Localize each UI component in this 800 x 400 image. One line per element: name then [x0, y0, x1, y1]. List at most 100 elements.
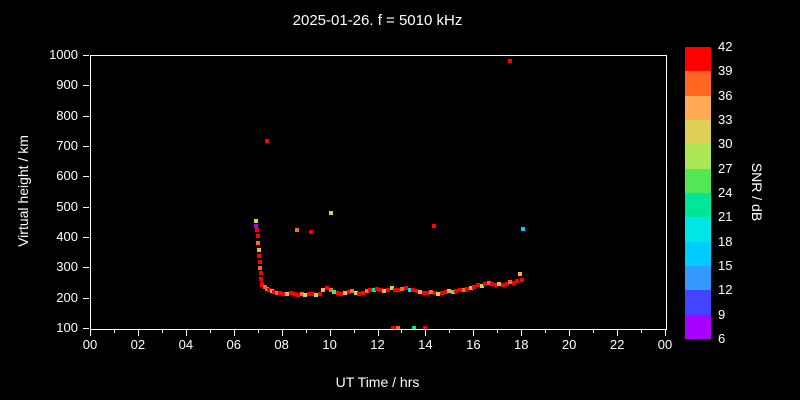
data-point [404, 286, 409, 291]
x-tick-label: 02 [130, 337, 146, 352]
x-minor-tick-mark [353, 330, 355, 333]
x-tick-mark [665, 330, 666, 336]
colorbar-tick-label: 36 [718, 87, 733, 103]
y-tick-mark [83, 206, 89, 208]
y-tick-mark [83, 85, 89, 87]
data-point [303, 292, 308, 297]
data-point [486, 280, 491, 285]
x-tick-label: 00 [82, 337, 98, 352]
data-point [461, 288, 466, 293]
data-point [253, 219, 258, 224]
x-tick-mark [425, 330, 427, 336]
data-point [375, 286, 380, 291]
data-point [407, 287, 412, 292]
data-point [508, 279, 513, 284]
data-point [457, 287, 462, 292]
x-tick-mark [473, 330, 475, 336]
x-tick-mark [90, 330, 91, 336]
data-point [357, 291, 362, 296]
y-tick-label: 900 [56, 77, 78, 93]
colorbar-tick-label: 24 [718, 185, 733, 200]
y-tick-label: 1000 [49, 47, 78, 62]
x-minor-tick-mark [305, 330, 307, 333]
x-axis-label: UT Time / hrs [335, 374, 420, 390]
y-tick-mark [83, 176, 89, 178]
x-tick-mark [329, 330, 331, 336]
data-point [296, 293, 301, 298]
x-tick-mark [137, 330, 139, 336]
y-tick-mark [83, 146, 89, 147]
x-tick-label: 18 [514, 337, 529, 352]
colorbar-tick-label: 39 [718, 63, 733, 79]
data-point [256, 248, 261, 253]
y-tick-label: 400 [56, 229, 78, 244]
data-point [454, 288, 459, 293]
data-point [262, 285, 267, 290]
data-point [422, 290, 427, 295]
chart-title: 2025-01-26. f = 5010 kHz [292, 12, 463, 29]
data-point [254, 223, 259, 228]
data-point [295, 228, 300, 233]
x-minor-tick-mark [497, 330, 499, 333]
colorbar-block [685, 143, 711, 169]
data-point [328, 210, 333, 215]
data-point [339, 292, 344, 297]
data-point [281, 291, 286, 296]
colorbar-block [685, 95, 711, 120]
data-point [256, 254, 261, 259]
colorbar-block [685, 289, 711, 315]
data-point [432, 291, 437, 296]
data-point [431, 223, 436, 228]
x-tick-label: 04 [178, 337, 194, 352]
x-tick-label: 10 [322, 337, 337, 352]
y-tick-mark [83, 55, 89, 56]
colorbar-block [685, 265, 711, 291]
data-point [517, 272, 522, 277]
data-point [257, 260, 262, 265]
data-point [335, 291, 340, 296]
data-point [382, 289, 387, 294]
data-point [479, 283, 484, 288]
data-point [396, 288, 401, 293]
data-point [269, 289, 274, 294]
x-tick-mark [377, 330, 379, 336]
data-point [310, 292, 315, 297]
colorbar-block [685, 70, 711, 96]
colorbar-block [685, 46, 711, 72]
colorbar-tick-label: 15 [718, 258, 733, 273]
x-minor-tick-mark [449, 330, 451, 333]
data-point [272, 289, 277, 294]
x-tick-label: 12 [370, 337, 385, 352]
colorbar [685, 46, 711, 339]
data-point [254, 228, 259, 233]
x-minor-tick-mark [545, 330, 547, 333]
data-point [255, 240, 260, 245]
data-point [314, 293, 319, 298]
y-tick-mark [83, 297, 89, 299]
colorbar-tick-label: 18 [718, 233, 733, 249]
data-point [265, 138, 270, 143]
data-point [260, 283, 265, 288]
x-tick-label: 06 [226, 337, 241, 352]
data-point [429, 289, 434, 294]
data-point [389, 286, 394, 291]
x-minor-tick-mark [113, 330, 115, 333]
data-point [285, 292, 290, 297]
y-tick-label: 200 [56, 289, 78, 305]
data-point [324, 286, 329, 291]
colorbar-block [685, 192, 711, 218]
data-point [353, 290, 358, 295]
x-tick-label: 08 [274, 337, 289, 352]
y-tick-label: 100 [56, 320, 78, 335]
data-point [443, 289, 448, 294]
data-point [258, 276, 263, 281]
y-tick-label: 800 [56, 107, 78, 123]
x-minor-tick-mark [641, 330, 643, 333]
data-point [257, 266, 262, 271]
colorbar-tick-label: 33 [718, 112, 733, 127]
data-point [274, 290, 279, 295]
x-tick-mark [617, 330, 619, 336]
data-point [425, 291, 430, 296]
y-tick-label: 700 [56, 138, 78, 153]
data-point [520, 277, 525, 282]
